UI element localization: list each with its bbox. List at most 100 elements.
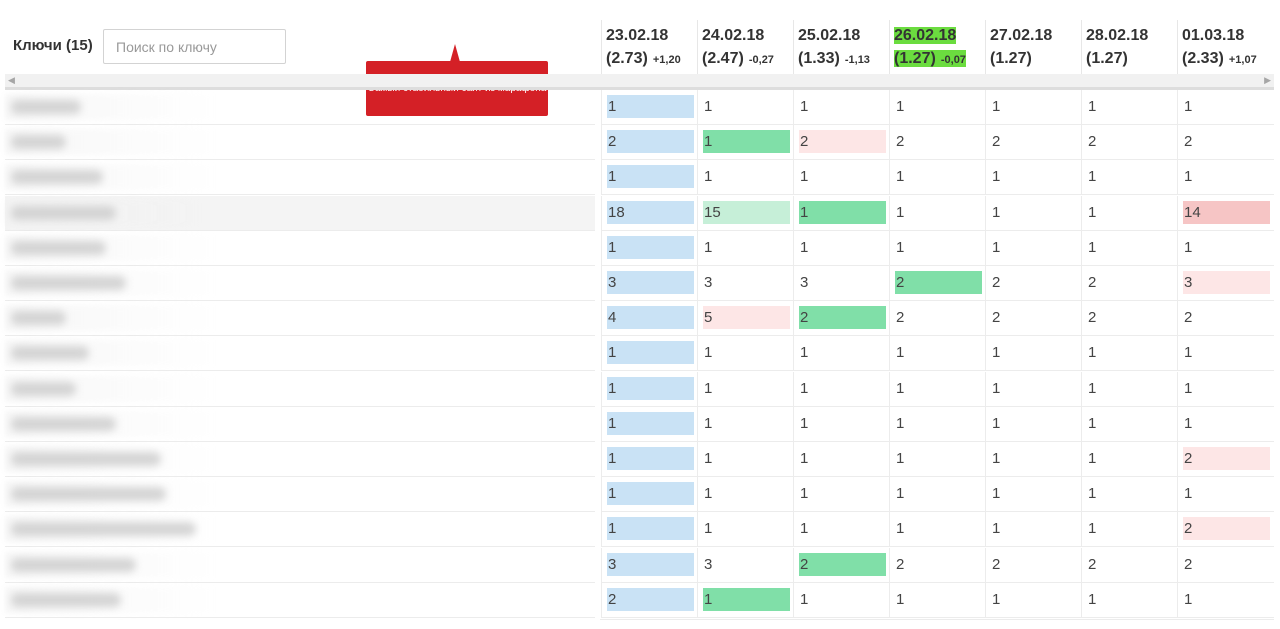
position-cell: 1 [1081,582,1178,618]
keyword-cell[interactable] [5,125,595,161]
position-value: 1 [1088,379,1097,397]
keyword-cell[interactable] [5,231,595,266]
horizontal-scrollbar[interactable]: ◀ ▶ [5,74,1274,87]
position-value: 1 [800,414,809,432]
position-value: 1 [896,485,905,503]
blurred-keyword [11,276,126,290]
position-value: 1 [1184,344,1193,362]
date-column-header[interactable]: 27.02.18 (1.27) [990,24,1052,72]
position-cell: 3 [697,547,794,583]
position-value: 1 [800,520,809,538]
search-input[interactable] [103,29,286,64]
position-cell: 1 [889,582,986,618]
keyword-cell[interactable] [5,477,595,513]
position-cell: 1 [985,230,1082,266]
keyword-cell[interactable] [5,195,595,231]
position-value: 1 [1184,414,1193,432]
position-cell: 1 [1177,336,1274,372]
position-value: 1 [1184,590,1193,608]
position-cell: 2 [601,582,698,618]
scroll-right-arrow-icon[interactable]: ▶ [1264,75,1271,85]
date-label: 28.02.18 [1086,27,1149,44]
keyword-cell[interactable] [5,301,595,337]
position-cell: 1 [697,90,794,125]
date-column-header[interactable]: 26.02.18 (1.27) -0,07 [894,24,966,72]
position-value: 2 [607,130,694,154]
column-divider [793,20,794,74]
scroll-left-arrow-icon[interactable]: ◀ [8,75,15,85]
position-value: 1 [800,485,809,503]
blurred-keyword [11,522,196,537]
date-column-header[interactable]: 25.02.18 (1.33) -1,13 [798,24,870,72]
position-cell: 1 [985,442,1082,477]
position-value: 2 [992,555,1001,573]
position-cell: 2 [1081,547,1178,583]
scrollbar-thumb[interactable] [5,87,1274,90]
position-value: 1 [992,168,1001,186]
date-label: 24.02.18 [702,27,765,44]
position-value: 2 [1183,517,1270,541]
position-value: 3 [800,274,809,291]
position-value: 3 [607,271,694,294]
blurred-keyword [11,381,76,396]
position-cell: 1 [697,125,794,161]
column-divider [985,20,986,74]
position-value: 2 [1088,133,1097,151]
position-value: 1 [896,450,905,467]
position-value: 2 [896,309,905,327]
keyword-cell[interactable] [5,90,595,125]
position-cell: 1 [601,406,698,442]
position-cell: 1 [1177,90,1274,125]
date-column-header[interactable]: 28.02.18 (1.27) [1086,24,1148,72]
keyword-cell[interactable] [5,548,595,583]
position-cell: 1 [1081,195,1178,231]
date-column-header[interactable]: 24.02.18 (2.47) -0,27 [702,24,774,72]
keyword-cell[interactable] [5,336,595,372]
position-value: 1 [896,590,905,608]
position-cell: 2 [1081,301,1178,337]
keyword-cell[interactable] [5,266,595,301]
position-value: 2 [1184,555,1193,573]
keyword-cell[interactable] [5,160,595,196]
position-cell: 2 [889,125,986,161]
position-value: 1 [704,414,713,432]
keyword-cell[interactable] [5,583,595,618]
blurred-keyword [11,170,103,185]
position-cell: 1 [889,512,986,548]
position-cell: 1 [601,90,698,125]
position-cell: 2 [889,547,986,583]
position-cell: 3 [793,266,890,301]
position-value: 1 [1088,344,1097,362]
position-value: 2 [799,306,886,330]
keyword-cell[interactable] [5,372,595,407]
position-cell: 1 [697,512,794,548]
position-value: 1 [607,447,694,470]
keyword-cell[interactable] [5,442,595,477]
position-value: 1 [607,341,694,365]
keyword-cell[interactable] [5,512,595,548]
position-value: 1 [1088,238,1097,256]
date-label: 25.02.18 [798,27,861,44]
position-cell: 2 [985,266,1082,301]
keyword-cell[interactable] [5,407,595,442]
position-value: 1 [607,376,694,400]
position-value: 1 [704,168,713,186]
position-cell: 2 [793,547,890,583]
position-cell: 1 [793,90,890,125]
position-cell: 1 [601,230,698,266]
position-cell: 1 [697,371,794,407]
position-cell: 1 [601,442,698,477]
position-cell: 1 [1081,230,1178,266]
table-header: Ключи (15) 23.02.18 (2.73) +1,20 24.02.18 (… [0,0,1280,74]
position-value: 1 [1184,168,1193,186]
position-value: 2 [896,133,905,151]
position-cell: 1 [889,336,986,372]
date-column-header[interactable]: 01.03.18 (2.33) +1,07 [1182,24,1257,72]
date-column-header[interactable]: 23.02.18 (2.73) +1,20 [606,24,681,72]
position-value: 1 [1088,168,1097,186]
position-cell: 1 [697,582,794,618]
